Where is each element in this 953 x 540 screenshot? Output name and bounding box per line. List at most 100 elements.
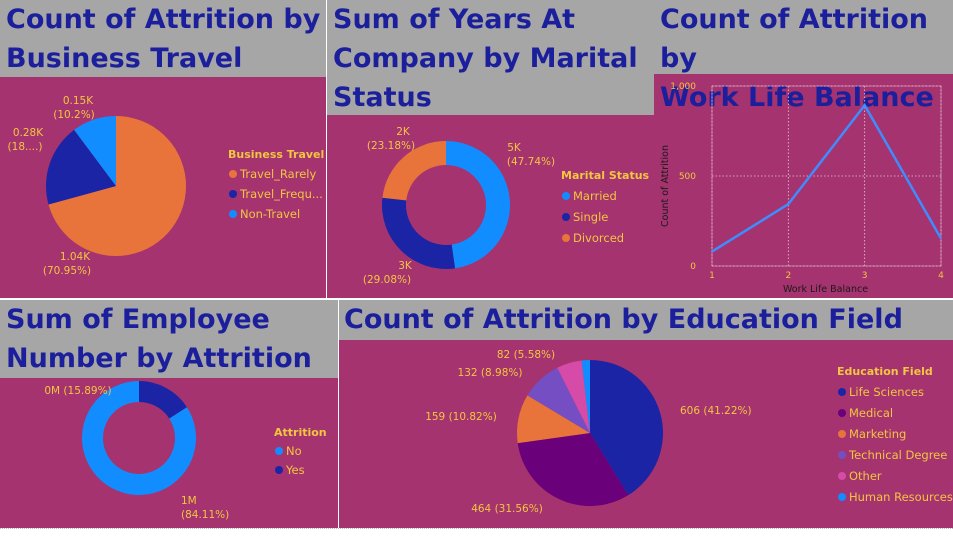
marital-status-slice-single: [382, 197, 456, 269]
education-field-legend-item: Other: [849, 469, 882, 483]
title-line: Number by Attrition: [6, 343, 312, 374]
marital-status-legend-item: Divorced: [573, 231, 624, 245]
employee-number-legend-item: Yes: [285, 463, 305, 477]
x-tick-label: 3: [862, 271, 868, 281]
marital-status-legend-item: Single: [573, 210, 608, 224]
education-field-legend-marker: [838, 451, 846, 459]
data-label: 0M (15.89%): [44, 385, 111, 397]
marital-status-legend-title: Marital Status: [561, 169, 650, 182]
marital-status-legend-marker: [562, 192, 570, 200]
employee-number-tile[interactable]: Sum of Employee Number by Attrition 1M (8…: [0, 300, 338, 528]
business-travel-legend-item: Non-Travel: [240, 207, 300, 221]
marital-status-slice-divorced: [382, 141, 446, 201]
business-travel-slice-travel-frequ-: [46, 129, 117, 205]
education-field-slice-life-sciences: [590, 360, 663, 496]
y-axis-title: Count of Attrition: [660, 145, 671, 227]
marital-status-slice-married: [446, 141, 510, 269]
title-line: Sum of Years At: [333, 4, 576, 35]
employee-number-slice-no: [81, 381, 197, 495]
education-field-legend-item: Life Sciences: [849, 385, 924, 399]
data-label-value: 2K: [396, 126, 411, 138]
employee-number-legend-marker: [275, 447, 283, 455]
x-tick-label: 1: [709, 271, 715, 281]
title-line: Count of Attrition by: [660, 4, 929, 74]
business-travel-slice-travel-rarely: [48, 116, 186, 256]
marital-status-legend-item: Married: [573, 189, 617, 203]
education-field-legend-marker: [838, 388, 846, 396]
business-travel-legend-title: Business Travel: [228, 148, 324, 161]
data-label-value: 0.28K: [13, 127, 44, 139]
education-field-legend-marker: [838, 409, 846, 417]
data-label-pct: (29.08%): [363, 274, 411, 286]
education-field-slice-other: [557, 360, 590, 433]
data-label: 132 (8.98%): [458, 367, 523, 379]
data-label-value: 5K: [507, 142, 522, 154]
education-field-slice-medical: [517, 433, 629, 506]
title-line: Status: [333, 82, 432, 113]
education-field-legend-marker: [838, 430, 846, 438]
employee-number-legend-title: Attrition: [274, 426, 327, 439]
data-label-pct: (10.2%): [53, 109, 95, 121]
employee-number-title: Sum of Employee Number by Attrition: [0, 300, 338, 378]
business-travel-title: Count of Attrition by Business Travel: [0, 0, 326, 77]
title-line: Count of Attrition by Education Field: [344, 304, 903, 335]
business-travel-legend-marker: [229, 210, 237, 218]
business-travel-legend-item: Travel_Frequ...: [239, 187, 323, 201]
marital-status-legend-marker: [562, 234, 570, 242]
employee-number-donut-chart[interactable]: 1M (84.11%) 0M (15.89%) Attrition No Yes: [0, 300, 338, 528]
business-travel-slice-non-travel: [74, 116, 116, 186]
education-field-legend-item: Human Resources: [849, 490, 953, 504]
plot-area: [711, 85, 942, 267]
title-line: Work Life Balance: [660, 82, 934, 113]
data-label-value: 0.15K: [63, 95, 94, 107]
page-footer-strip: [0, 528, 953, 540]
education-field-slice-human-resources: [581, 360, 590, 433]
education-field-tile[interactable]: Count of Attrition by Education Field 60…: [339, 300, 953, 528]
data-label-pct: (18....): [8, 141, 43, 153]
education-field-legend-item: Medical: [849, 406, 893, 420]
title-line: Company by Marital: [333, 43, 638, 74]
data-label-value: 3K: [398, 260, 413, 272]
y-tick-label: 1,000: [670, 82, 696, 92]
work-life-balance-tile[interactable]: Count of Attrition by Work Life Balance …: [654, 0, 953, 298]
business-travel-legend-item: Travel_Rarely: [239, 167, 316, 181]
data-label-pct: (84.11%): [181, 509, 229, 521]
marital-status-title: Sum of Years At Company by Marital Statu…: [327, 0, 654, 115]
education-field-legend-title: Education Field: [837, 365, 933, 378]
business-travel-pie-chart[interactable]: 0.15K (10.2%) 0.28K (18....) 1.04K (70.95%) Bu…: [0, 0, 326, 298]
education-field-legend-marker: [838, 493, 846, 501]
marital-status-legend-marker: [562, 213, 570, 221]
education-field-slice-marketing: [517, 395, 590, 444]
x-tick-label: 2: [785, 271, 791, 281]
x-tick-label: 4: [938, 271, 944, 281]
education-field-pie-chart[interactable]: 606 (41.22%) 464 (31.56%) 159 (10.82%) 132 …: [339, 300, 953, 528]
data-label: 464 (31.56%): [471, 503, 543, 515]
title-line: Count of Attrition by: [6, 4, 321, 35]
business-travel-tile[interactable]: Count of Attrition by Business Travel 0.…: [0, 0, 326, 298]
marital-status-donut-chart[interactable]: 5K (47.74%) 3K (29.08%) 2K (23.18%) Marital St…: [327, 0, 654, 298]
title-line: Business Travel: [6, 43, 243, 74]
data-label-pct: (47.74%): [507, 156, 555, 168]
line-series: [711, 103, 943, 253]
data-label-pct: (70.95%): [43, 265, 91, 277]
employee-number-slice-yes: [139, 381, 187, 419]
y-tick-label: 0: [690, 262, 696, 272]
education-field-legend-marker: [838, 472, 846, 480]
employee-number-legend-marker: [275, 466, 283, 474]
y-tick-label: 500: [679, 172, 696, 182]
title-line: Sum of Employee: [6, 304, 270, 335]
data-label: 159 (10.82%): [425, 411, 497, 423]
business-travel-legend-marker: [229, 190, 237, 198]
work-life-balance-title: Count of Attrition by Work Life Balance: [654, 0, 953, 113]
education-field-title: Count of Attrition by Education Field: [339, 300, 953, 340]
data-label: 82 (5.58%): [497, 349, 555, 361]
marital-status-tile[interactable]: Sum of Years At Company by Marital Statu…: [327, 0, 654, 298]
education-field-legend-item: Marketing: [849, 427, 906, 441]
data-label: 606 (41.22%): [680, 405, 752, 417]
data-label-pct: (23.18%): [367, 140, 415, 152]
data-label-value: 1M: [181, 495, 197, 507]
education-field-slice-technical-degree: [527, 367, 590, 433]
employee-number-legend-item: No: [286, 444, 302, 458]
data-label-value: 1.04K: [60, 251, 91, 263]
